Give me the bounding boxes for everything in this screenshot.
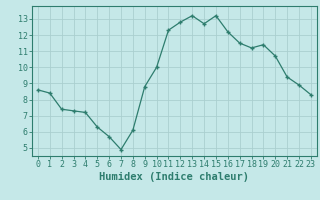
X-axis label: Humidex (Indice chaleur): Humidex (Indice chaleur): [100, 172, 249, 182]
